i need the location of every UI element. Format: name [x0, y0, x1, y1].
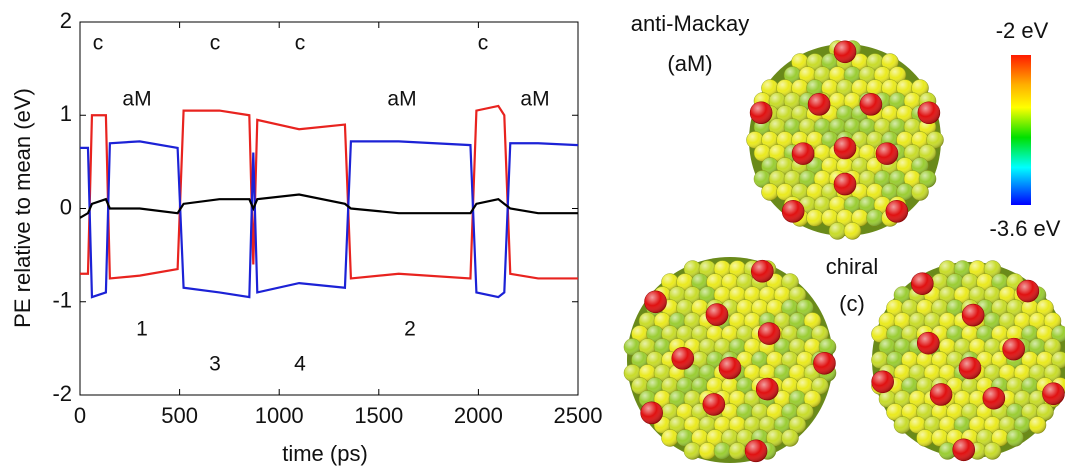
- atom-shade: [729, 442, 746, 459]
- atom-shade: [813, 352, 835, 374]
- atom-shade: [684, 442, 701, 459]
- atom-shade: [699, 442, 716, 459]
- atom-shade: [834, 173, 856, 195]
- x-tick-label: 1000: [255, 403, 304, 428]
- x-tick-label: 0: [74, 403, 86, 428]
- atom-shade: [959, 357, 981, 379]
- y-tick-label: 0: [60, 194, 72, 219]
- clusters: [624, 41, 1065, 463]
- atom-shade: [894, 416, 911, 433]
- atom-shade: [641, 402, 663, 424]
- atom-shade: [860, 93, 882, 115]
- annotation: aM: [122, 88, 151, 111]
- x-tick-label: 2000: [454, 403, 503, 428]
- annotation: 1: [136, 318, 148, 341]
- structure-label: (c): [839, 291, 865, 316]
- atom-shade: [953, 439, 975, 461]
- atom-shade: [714, 442, 731, 459]
- annotation: 2: [404, 318, 416, 341]
- atom-shade: [834, 137, 856, 159]
- atom-shade: [662, 429, 679, 446]
- atom-shade: [706, 304, 728, 326]
- atom-shade: [751, 260, 773, 282]
- atom-shade: [1003, 338, 1025, 360]
- atom-shade: [844, 222, 861, 239]
- x-tick-label: 1500: [354, 403, 403, 428]
- annotation: aM: [387, 88, 416, 111]
- atom-shade: [962, 304, 984, 326]
- annotation: aM: [520, 88, 549, 111]
- structure-label: anti-Mackay: [631, 11, 750, 36]
- atom-shade: [983, 387, 1005, 409]
- atom-shade: [912, 183, 929, 200]
- atom-shade: [645, 291, 667, 313]
- plot-frame: [80, 22, 578, 395]
- x-axis-label: time (ps): [282, 441, 368, 466]
- atom-shade: [792, 143, 814, 165]
- atom-shade: [1042, 383, 1064, 405]
- colorbar: [1011, 55, 1031, 205]
- structure-label: chiral: [826, 254, 879, 279]
- annotation: c: [210, 32, 221, 55]
- atom-shade: [745, 440, 767, 462]
- y-tick-label: -2: [52, 381, 72, 406]
- structure-label: (aM): [667, 51, 712, 76]
- colorbar-label: -3.6 eV: [990, 216, 1061, 241]
- atom-shade: [872, 371, 894, 393]
- atom-shade: [917, 429, 934, 446]
- atom-shade: [807, 209, 824, 226]
- x-tick-label: 2500: [554, 403, 603, 428]
- atom-shade: [782, 200, 804, 222]
- atom-shade: [984, 442, 1001, 459]
- atom-shade: [782, 429, 799, 446]
- atom-shade: [808, 93, 830, 115]
- y-tick-label: 1: [60, 101, 72, 126]
- atom-shade: [918, 102, 940, 124]
- atom-shade: [703, 393, 725, 415]
- atom-shade: [867, 209, 884, 226]
- x-tick-label: 500: [161, 403, 198, 428]
- atom-shade: [886, 200, 908, 222]
- atom-shade: [672, 347, 694, 369]
- annotation: c: [93, 32, 104, 55]
- atom-shade: [1017, 280, 1039, 302]
- y-tick-label: 2: [60, 8, 72, 33]
- colorbar-label: -2 eV: [996, 18, 1049, 43]
- y-tick-label: -1: [52, 288, 72, 313]
- annotation: c: [478, 32, 489, 55]
- atom-shade: [756, 378, 778, 400]
- y-axis-label: PE relative to mean (eV): [10, 88, 35, 328]
- annotation: c: [295, 32, 306, 55]
- atom-shade: [719, 357, 741, 379]
- atom-shade: [1029, 416, 1046, 433]
- atom-shade: [917, 332, 939, 354]
- atom-shade: [750, 102, 772, 124]
- atom-shade: [911, 273, 933, 295]
- annotation: 4: [294, 353, 306, 376]
- atom-shade: [930, 383, 952, 405]
- annotation: 3: [209, 353, 221, 376]
- atom-shade: [829, 222, 846, 239]
- atom-shade: [1007, 429, 1024, 446]
- atom-shade: [876, 143, 898, 165]
- atom-shade: [834, 41, 856, 63]
- atom-shade: [762, 183, 779, 200]
- atom-shade: [758, 323, 780, 345]
